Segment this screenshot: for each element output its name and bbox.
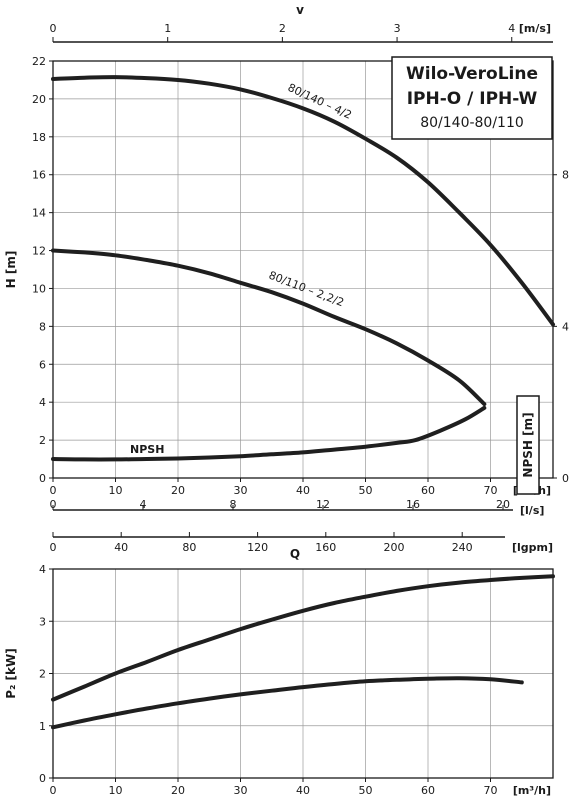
y-tick-label: 4: [39, 563, 46, 576]
model-range-label: 80/140-80/110: [420, 115, 524, 131]
secondary-tick-label: 8: [230, 498, 237, 511]
x-tick-label: 70: [484, 484, 498, 497]
x-unit-label: [m³/h]: [513, 784, 551, 797]
secondary-tick-label: 200: [384, 541, 405, 554]
y-axis-label: P₂ [kW]: [4, 648, 18, 698]
secondary-tick-label: 0: [50, 498, 57, 511]
secondary-tick-label: 20: [496, 498, 510, 511]
secondary-tick-label: 0: [50, 541, 57, 554]
y-tick-label: 18: [32, 131, 46, 144]
y-tick-label: 2: [39, 668, 46, 681]
x-tick-label: 60: [421, 784, 435, 797]
y-tick-label: 20: [32, 93, 46, 106]
y-tick-label: 8: [39, 320, 46, 333]
x-tick-label: 30: [234, 784, 248, 797]
y-tick-label: 2: [39, 434, 46, 447]
y-axis-label: H [m]: [4, 251, 18, 289]
x-tick-label: 0: [50, 484, 57, 497]
npsh-tick-label: 4: [562, 320, 569, 333]
velocity-tick-label: 3: [394, 22, 401, 35]
secondary-tick-label: 240: [452, 541, 473, 554]
chart-subtitle: IPH-O / IPH-W: [407, 89, 538, 109]
head-flow-panel: 0246810121416182022010203040506070[m³/h]…: [4, 3, 569, 561]
velocity-tick-label: 1: [164, 22, 171, 35]
x-tick-label: 60: [421, 484, 435, 497]
chart-title: Wilo-VeroLine: [406, 64, 538, 84]
title-box: [391, 56, 553, 140]
y-tick-label: 4: [39, 396, 46, 409]
x-tick-label: 30: [234, 484, 248, 497]
npsh-axis-box: [516, 395, 540, 495]
x-axis-label: Q: [290, 547, 300, 561]
npsh-axis-label: NPSH [m]: [521, 412, 535, 477]
y-tick-label: 1: [39, 720, 46, 733]
secondary-tick-label: 160: [315, 541, 336, 554]
x-tick-label: 20: [171, 484, 185, 497]
secondary-tick-label: 4: [140, 498, 147, 511]
curve-80-140: [51, 75, 555, 327]
x-tick-label: 40: [296, 784, 310, 797]
curve-80-110: [51, 248, 487, 407]
npsh-tick-label: 0: [562, 472, 569, 485]
velocity-axis-label: v: [296, 3, 304, 17]
y-tick-label: 12: [32, 245, 46, 258]
y-tick-label: 0: [39, 772, 46, 785]
x-tick-label: 40: [296, 484, 310, 497]
x-tick-label: 0: [50, 784, 57, 797]
y-tick-label: 6: [39, 358, 46, 371]
y-tick-label: 22: [32, 55, 46, 68]
velocity-tick-label: 2: [279, 22, 286, 35]
velocity-tick-label: 0: [50, 22, 57, 35]
x-tick-label: 20: [171, 784, 185, 797]
secondary-tick-label: 16: [406, 498, 420, 511]
secondary-tick-label: 120: [247, 541, 268, 554]
power-curve-80-140: [51, 574, 555, 702]
y-tick-label: 0: [39, 472, 46, 485]
x-tick-label: 10: [109, 784, 123, 797]
velocity-tick-label: 4: [508, 22, 515, 35]
secondary-tick-label: 40: [114, 541, 128, 554]
curve-npsh: [51, 405, 487, 462]
power-curve-80-110: [51, 676, 524, 730]
y-tick-label: 14: [32, 207, 46, 220]
velocity-unit-label: [m/s]: [519, 22, 551, 35]
x-tick-label: 50: [359, 784, 373, 797]
secondary-tick-label: 12: [316, 498, 330, 511]
series-label-npsh: NPSH: [130, 443, 164, 456]
y-tick-label: 16: [32, 169, 46, 182]
x-tick-label: 10: [109, 484, 123, 497]
secondary-unit-label: [l/s]: [520, 504, 544, 517]
x-tick-label: 50: [359, 484, 373, 497]
secondary-tick-label: 80: [182, 541, 196, 554]
npsh-tick-label: 8: [562, 169, 569, 182]
x-tick-label: 70: [484, 784, 498, 797]
y-tick-label: 10: [32, 282, 46, 295]
secondary-unit-label: [lgpm]: [512, 541, 553, 554]
y-tick-label: 3: [39, 615, 46, 628]
